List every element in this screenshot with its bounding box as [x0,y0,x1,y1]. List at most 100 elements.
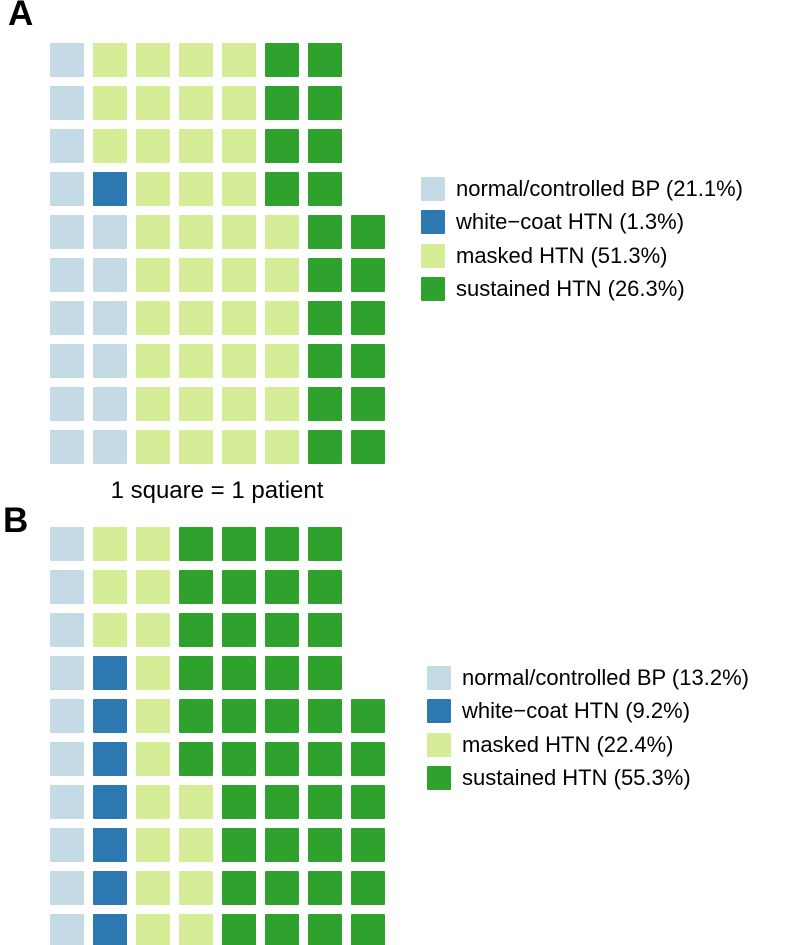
waffle-square-sustained-htn [308,914,342,945]
legend-a: normal/controlled BP (21.1%) white−coat H… [421,176,743,302]
waffle-square-sustained-htn [265,570,299,604]
waffle-row [50,699,385,733]
waffle-row [50,258,385,292]
waffle-row [50,656,385,690]
waffle-square-masked-htn [222,344,256,378]
waffle-square-masked-htn [179,301,213,335]
waffle-square-masked-htn [222,430,256,464]
waffle-square-masked-htn [265,215,299,249]
waffle-square-masked-htn [179,43,213,77]
waffle-square-masked-htn [136,344,170,378]
waffle-square-sustained-htn [308,430,342,464]
waffle-chart-b [50,527,385,945]
legend-item: normal/controlled BP (13.2%) [427,666,749,690]
waffle-square-masked-htn [179,129,213,163]
waffle-row [50,570,385,604]
waffle-square-masked-htn [93,570,127,604]
waffle-square-sustained-htn [179,527,213,561]
waffle-square-white-coat-htn [93,656,127,690]
legend-label: normal/controlled BP (21.1%) [456,176,743,201]
waffle-square-sustained-htn [222,914,256,945]
waffle-square-sustained-htn [308,613,342,647]
legend-swatch-icon [427,666,451,690]
waffle-square-normal-controlled-bp [50,871,84,905]
waffle-row [50,387,385,421]
waffle-square-masked-htn [222,43,256,77]
waffle-square-masked-htn [136,656,170,690]
waffle-row [50,86,385,120]
waffle-square-masked-htn [265,344,299,378]
waffle-square-sustained-htn [308,742,342,776]
legend-item: sustained HTN (55.3%) [427,765,749,791]
waffle-square-white-coat-htn [93,914,127,945]
legend-swatch-icon [421,243,445,268]
waffle-square-masked-htn [179,430,213,464]
waffle-square-normal-controlled-bp [50,301,84,335]
waffle-square-sustained-htn [308,871,342,905]
waffle-square-white-coat-htn [93,742,127,776]
waffle-square-sustained-htn [179,699,213,733]
waffle-square-sustained-htn [265,43,299,77]
waffle-square-masked-htn [179,914,213,945]
waffle-square-sustained-htn [222,742,256,776]
legend-label: white−coat HTN (9.2%) [462,698,691,724]
waffle-square-masked-htn [136,129,170,163]
waffle-square-masked-htn [136,430,170,464]
waffle-square-masked-htn [136,742,170,776]
legend-label: sustained HTN (55.3%) [462,765,691,791]
waffle-square-normal-controlled-bp [50,570,84,604]
waffle-square-masked-htn [179,86,213,120]
waffle-square-masked-htn [136,570,170,604]
waffle-square-masked-htn [222,86,256,120]
waffle-square-masked-htn [136,699,170,733]
waffle-square-masked-htn [136,871,170,905]
waffle-row [50,43,385,77]
waffle-row [50,129,385,163]
waffle-square-masked-htn [179,785,213,819]
legend-item: masked HTN (51.3%) [421,243,743,268]
waffle-row [50,828,385,862]
waffle-square-normal-controlled-bp [50,527,84,561]
waffle-square-sustained-htn [265,656,299,690]
waffle-square-sustained-htn [351,301,385,335]
waffle-square-sustained-htn [308,301,342,335]
waffle-square-masked-htn [265,387,299,421]
waffle-square-masked-htn [265,258,299,292]
waffle-square-masked-htn [136,258,170,292]
waffle-square-masked-htn [136,914,170,945]
waffle-square-sustained-htn [308,43,342,77]
waffle-square-sustained-htn [265,613,299,647]
waffle-square-masked-htn [136,527,170,561]
waffle-square-masked-htn [222,129,256,163]
waffle-square-masked-htn [222,258,256,292]
waffle-square-sustained-htn [265,871,299,905]
waffle-square-normal-controlled-bp [50,344,84,378]
waffle-square-normal-controlled-bp [50,43,84,77]
waffle-square-masked-htn [222,387,256,421]
waffle-square-masked-htn [93,86,127,120]
waffle-square-sustained-htn [351,828,385,862]
waffle-square-sustained-htn [179,570,213,604]
waffle-square-sustained-htn [308,129,342,163]
legend-swatch-icon [427,699,451,724]
waffle-square-masked-htn [179,387,213,421]
legend-item: masked HTN (22.4%) [427,732,749,757]
waffle-square-sustained-htn [179,613,213,647]
waffle-square-masked-htn [136,828,170,862]
waffle-square-masked-htn [179,828,213,862]
waffle-square-sustained-htn [308,570,342,604]
waffle-square-sustained-htn [308,828,342,862]
waffle-square-masked-htn [265,301,299,335]
waffle-row [50,871,385,905]
waffle-square-sustained-htn [351,215,385,249]
legend-item: white−coat HTN (1.3%) [421,210,743,235]
waffle-square-masked-htn [136,301,170,335]
waffle-square-masked-htn [136,215,170,249]
waffle-row [50,172,385,206]
waffle-square-sustained-htn [351,387,385,421]
waffle-square-white-coat-htn [93,172,127,206]
waffle-square-masked-htn [179,172,213,206]
waffle-square-normal-controlled-bp [50,86,84,120]
waffle-square-sustained-htn [308,172,342,206]
